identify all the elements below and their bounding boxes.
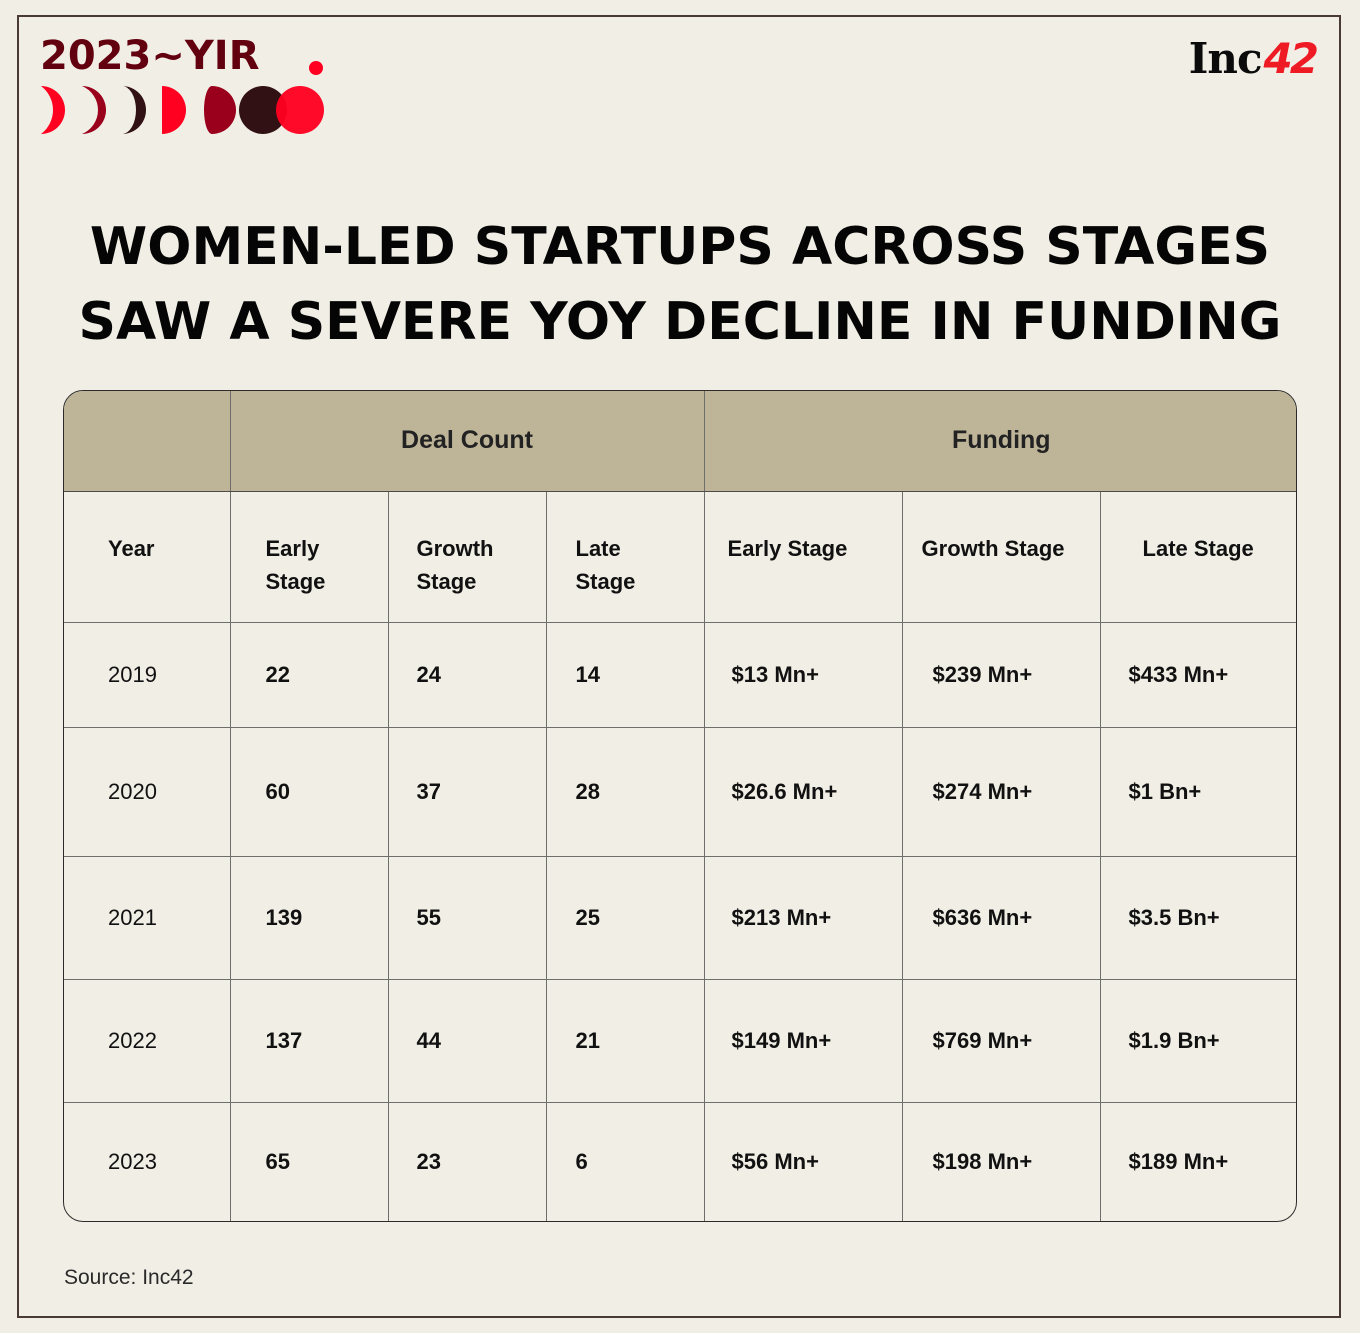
cell-deal-early: 22 [229, 621, 389, 728]
yir-dot-icon [309, 61, 323, 75]
cell-deal-late: 14 [545, 621, 705, 728]
moon-phases-icon [41, 86, 324, 134]
title-line-1: WOMEN-LED STARTUPS ACROSS STAGES [89, 217, 1271, 277]
cell-funding-late: $1 Bn+ [1099, 726, 1296, 857]
cell-deal-early: 137 [229, 978, 389, 1103]
table-row: 2023 65 23 6 $56 Mn+ $198 Mn+ $189 Mn+ [64, 1101, 1296, 1221]
group-header-deal-count: Deal Count [229, 391, 705, 492]
cell-year: 2022 [64, 978, 231, 1103]
cell-deal-early: 60 [229, 726, 389, 857]
cell-deal-growth: 44 [387, 978, 547, 1103]
table-group-header-row: Deal Count Funding [64, 391, 1296, 492]
cell-deal-early: 139 [229, 855, 389, 980]
logo-text: Inc [1188, 34, 1263, 83]
cell-year: 2019 [64, 621, 231, 728]
cell-deal-late: 21 [545, 978, 705, 1103]
logo-number: 42 [1263, 34, 1319, 83]
table-row: 2019 22 24 14 $13 Mn+ $239 Mn+ $433 Mn+ [64, 621, 1296, 728]
cell-funding-early: $26.6 Mn+ [703, 726, 903, 857]
title-line-2: SAW A SEVERE YOY DECLINE IN FUNDING [78, 292, 1282, 352]
cell-deal-early: 65 [229, 1101, 389, 1221]
cell-deal-growth: 37 [387, 726, 547, 857]
cell-funding-late: $3.5 Bn+ [1099, 855, 1296, 980]
poster-frame [17, 15, 1341, 1318]
column-header-year: Year [64, 490, 231, 623]
column-header-deal-late: Late Stage [545, 490, 705, 623]
column-header-funding-growth: Growth Stage [901, 490, 1101, 623]
cell-year: 2020 [64, 726, 231, 857]
table-row: 2021 139 55 25 $213 Mn+ $636 Mn+ $3.5 Bn… [64, 855, 1296, 980]
cell-deal-late: 6 [545, 1101, 705, 1221]
table-row: 2022 137 44 21 $149 Mn+ $769 Mn+ $1.9 Bn… [64, 978, 1296, 1103]
cell-funding-early: $213 Mn+ [703, 855, 903, 980]
page-title: WOMEN-LED STARTUPS ACROSS STAGES SAW A S… [0, 210, 1360, 360]
source-note: Source: Inc42 [64, 1266, 194, 1289]
cell-deal-growth: 24 [387, 621, 547, 728]
column-header-deal-growth: Growth Stage [387, 490, 547, 623]
column-header-funding-late: Late Stage [1099, 490, 1296, 623]
table-column-header-row: Year Early Stage Growth Stage Late Stage… [64, 490, 1296, 623]
cell-funding-early: $13 Mn+ [703, 621, 903, 728]
cell-funding-growth: $198 Mn+ [901, 1101, 1101, 1221]
cell-year: 2021 [64, 855, 231, 980]
yir-title: 2023~YIR [40, 33, 260, 79]
cell-funding-growth: $636 Mn+ [901, 855, 1101, 980]
cell-deal-growth: 23 [387, 1101, 547, 1221]
data-table: Deal Count Funding Year Early Stage Grow… [63, 390, 1297, 1222]
group-header-funding: Funding [703, 391, 1296, 492]
cell-deal-late: 25 [545, 855, 705, 980]
cell-funding-growth: $769 Mn+ [901, 978, 1101, 1103]
cell-funding-late: $433 Mn+ [1099, 621, 1296, 728]
inc42-logo: Inc 42 [1188, 34, 1319, 83]
cell-funding-early: $149 Mn+ [703, 978, 903, 1103]
cell-funding-early: $56 Mn+ [703, 1101, 903, 1221]
cell-funding-growth: $239 Mn+ [901, 621, 1101, 728]
column-header-deal-early: Early Stage [229, 490, 389, 623]
group-header-empty [64, 391, 231, 492]
cell-deal-growth: 55 [387, 855, 547, 980]
cell-funding-late: $1.9 Bn+ [1099, 978, 1296, 1103]
column-header-funding-early: Early Stage [703, 490, 903, 623]
cell-year: 2023 [64, 1101, 231, 1221]
cell-funding-late: $189 Mn+ [1099, 1101, 1296, 1221]
table-row: 2020 60 37 28 $26.6 Mn+ $274 Mn+ $1 Bn+ [64, 726, 1296, 857]
cell-funding-growth: $274 Mn+ [901, 726, 1101, 857]
cell-deal-late: 28 [545, 726, 705, 857]
